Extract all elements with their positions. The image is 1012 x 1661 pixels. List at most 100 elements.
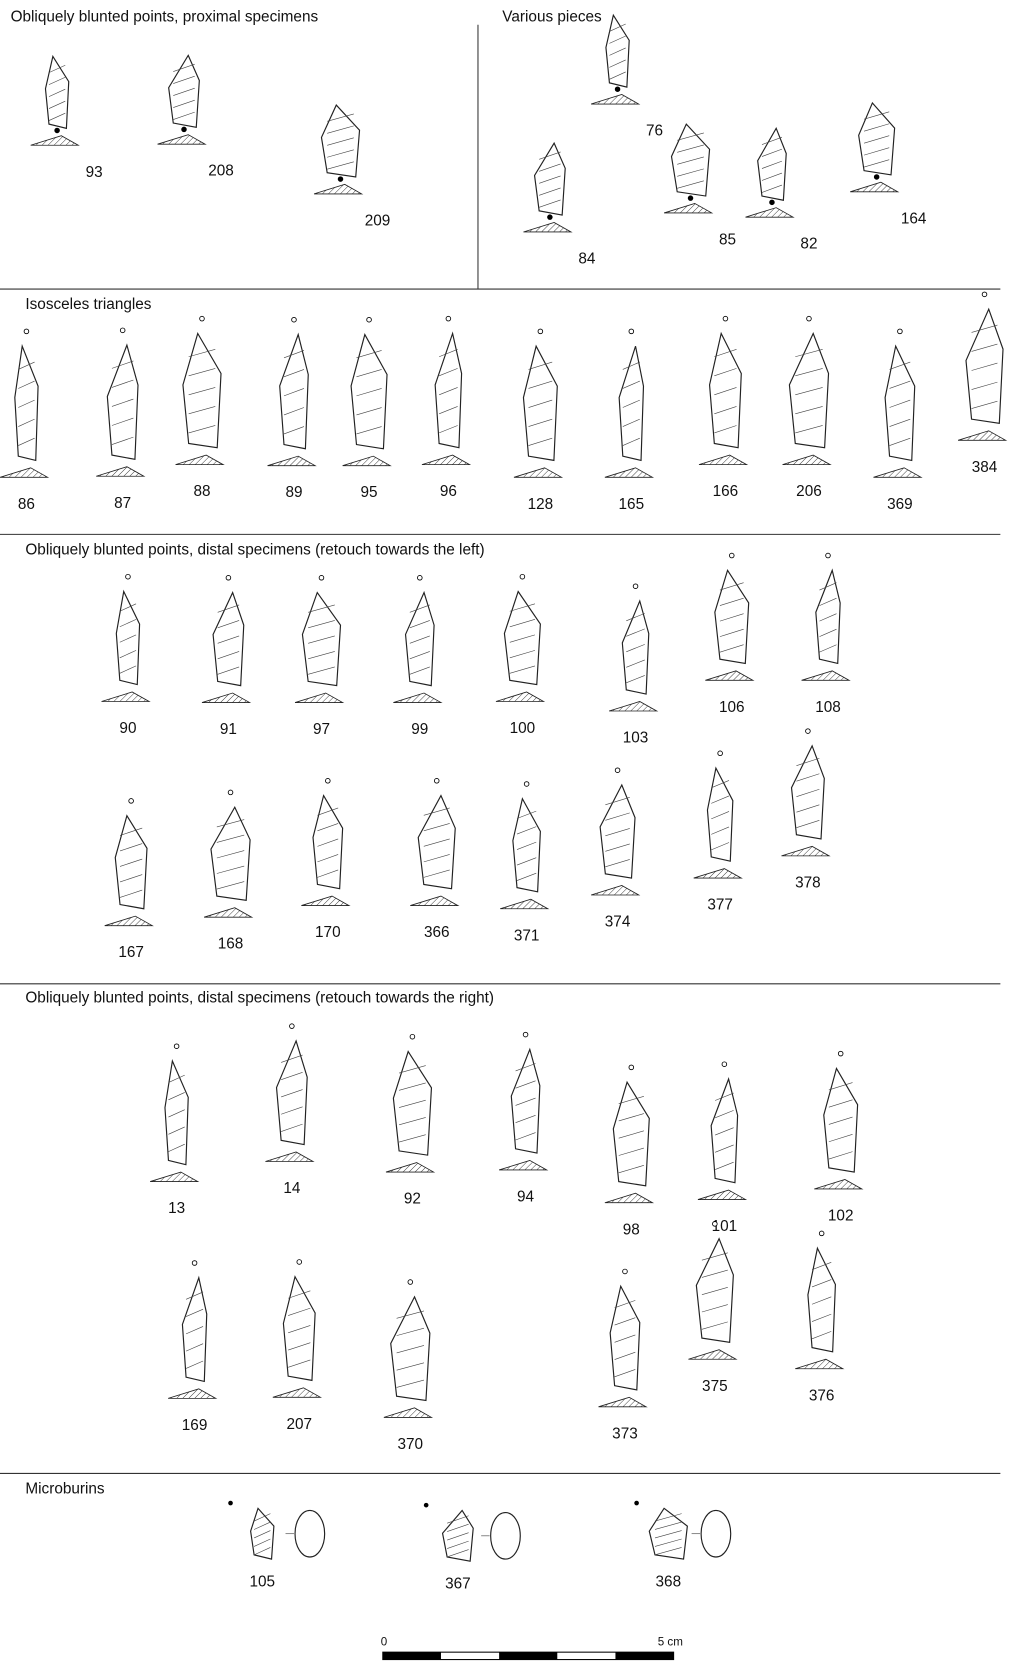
flake-ridge <box>618 1147 644 1156</box>
orientation-dot <box>805 728 811 734</box>
flake-ridge <box>119 665 137 674</box>
artifact <box>634 1500 732 1560</box>
cross-section <box>795 1358 845 1370</box>
artifact <box>591 13 641 105</box>
artifact <box>697 1061 748 1200</box>
orientation-dot <box>818 1230 825 1237</box>
flake-ridge <box>18 399 35 408</box>
cross-section <box>513 467 564 478</box>
artifact <box>272 1259 323 1398</box>
item-number: 101 <box>712 1218 738 1235</box>
flake-ridge <box>168 1109 185 1118</box>
flake-ridge <box>618 1165 644 1174</box>
flake-ridge <box>796 788 820 797</box>
flake-ridge <box>399 1134 426 1143</box>
artifact <box>150 1043 200 1183</box>
item-number: 92 <box>404 1191 421 1208</box>
item-number: 373 <box>612 1425 638 1442</box>
item-number: 384 <box>972 459 998 476</box>
flake-ridge <box>281 1054 303 1063</box>
orientation-dot <box>409 1033 416 1040</box>
artifact <box>423 1502 521 1562</box>
flake-outline <box>706 766 734 862</box>
item-number: 164 <box>901 210 927 227</box>
flake-ridge <box>185 1308 204 1317</box>
flake-ridge <box>761 172 783 181</box>
orientation-dot <box>128 798 134 804</box>
flake-ridge <box>438 425 458 434</box>
cross-section <box>957 430 1008 441</box>
flake-ridge <box>409 620 430 629</box>
cross-section <box>801 670 851 681</box>
artifact <box>30 54 80 146</box>
cross-section <box>265 1151 315 1162</box>
item-number: 169 <box>182 1417 208 1434</box>
flake-ridge <box>119 650 137 659</box>
flake-ridge <box>185 1360 204 1369</box>
orientation-dot <box>632 583 639 589</box>
flake-ridge <box>283 407 305 416</box>
flake-outline <box>434 331 463 449</box>
orientation-dot <box>547 214 553 220</box>
item-number: 13 <box>168 1200 185 1217</box>
scale-start: 0 <box>381 1636 388 1649</box>
flake-ridge <box>111 379 134 388</box>
item-number: 167 <box>118 944 144 961</box>
flake-ridge <box>288 1325 311 1334</box>
cross-section <box>294 692 345 703</box>
item-number: 86 <box>18 496 35 513</box>
flake-ridge <box>516 872 537 881</box>
orientation-dot <box>119 327 126 334</box>
flake-ridge <box>188 406 216 415</box>
flake-outline <box>884 344 916 462</box>
flake-outline <box>350 333 388 450</box>
item-number: 95 <box>361 484 378 501</box>
cross-section <box>495 691 546 702</box>
flake-ridge <box>654 1530 682 1539</box>
cross-section <box>313 183 364 195</box>
cross-section <box>591 885 641 896</box>
item-number: 377 <box>707 897 733 914</box>
cross-section <box>591 94 641 105</box>
artifact <box>499 1031 549 1171</box>
flake-ridge <box>796 757 820 766</box>
flake-ridge <box>605 828 630 837</box>
flake-ridge <box>528 437 553 446</box>
flake-ridge <box>714 1127 734 1136</box>
flake-ridge <box>399 1065 426 1074</box>
flake-outline <box>279 332 309 450</box>
flake-ridge <box>761 160 783 169</box>
flake-ridge <box>396 1362 425 1371</box>
flake-ridge <box>528 361 553 370</box>
flake-ridge <box>677 144 704 153</box>
flake-ridge <box>447 1523 469 1532</box>
flake-ridge <box>819 582 837 591</box>
flake-ridge <box>719 628 744 637</box>
artifact <box>513 328 564 478</box>
flake-ridge <box>119 858 143 867</box>
flake-ridge <box>654 1513 682 1522</box>
section-title: Obliquely blunted points, distal specime… <box>25 541 484 558</box>
orientation-dot <box>433 778 440 784</box>
flake-ridge <box>618 1095 644 1104</box>
item-number: 89 <box>285 484 302 501</box>
orientation-dot <box>981 291 988 298</box>
orientation-dot <box>614 86 621 92</box>
flake-ridge <box>795 349 823 358</box>
flake-ridge <box>188 387 216 396</box>
flake-ridge <box>356 407 382 416</box>
item-number: 128 <box>528 496 554 513</box>
orientation-dot <box>181 126 187 133</box>
flake-ridge <box>795 368 823 377</box>
flake-ridge <box>447 1515 469 1524</box>
flake-ridge <box>795 425 823 434</box>
section-title: Isosceles triangles <box>25 296 151 313</box>
flake-ridge <box>889 399 911 408</box>
flake-ridge <box>515 1132 536 1141</box>
flake-ridge <box>217 620 240 629</box>
flake-ridge <box>811 1279 832 1288</box>
item-number: 209 <box>365 212 391 229</box>
cross-section <box>781 845 831 857</box>
orientation-dot <box>318 575 325 581</box>
orientation-dot <box>173 1043 180 1049</box>
